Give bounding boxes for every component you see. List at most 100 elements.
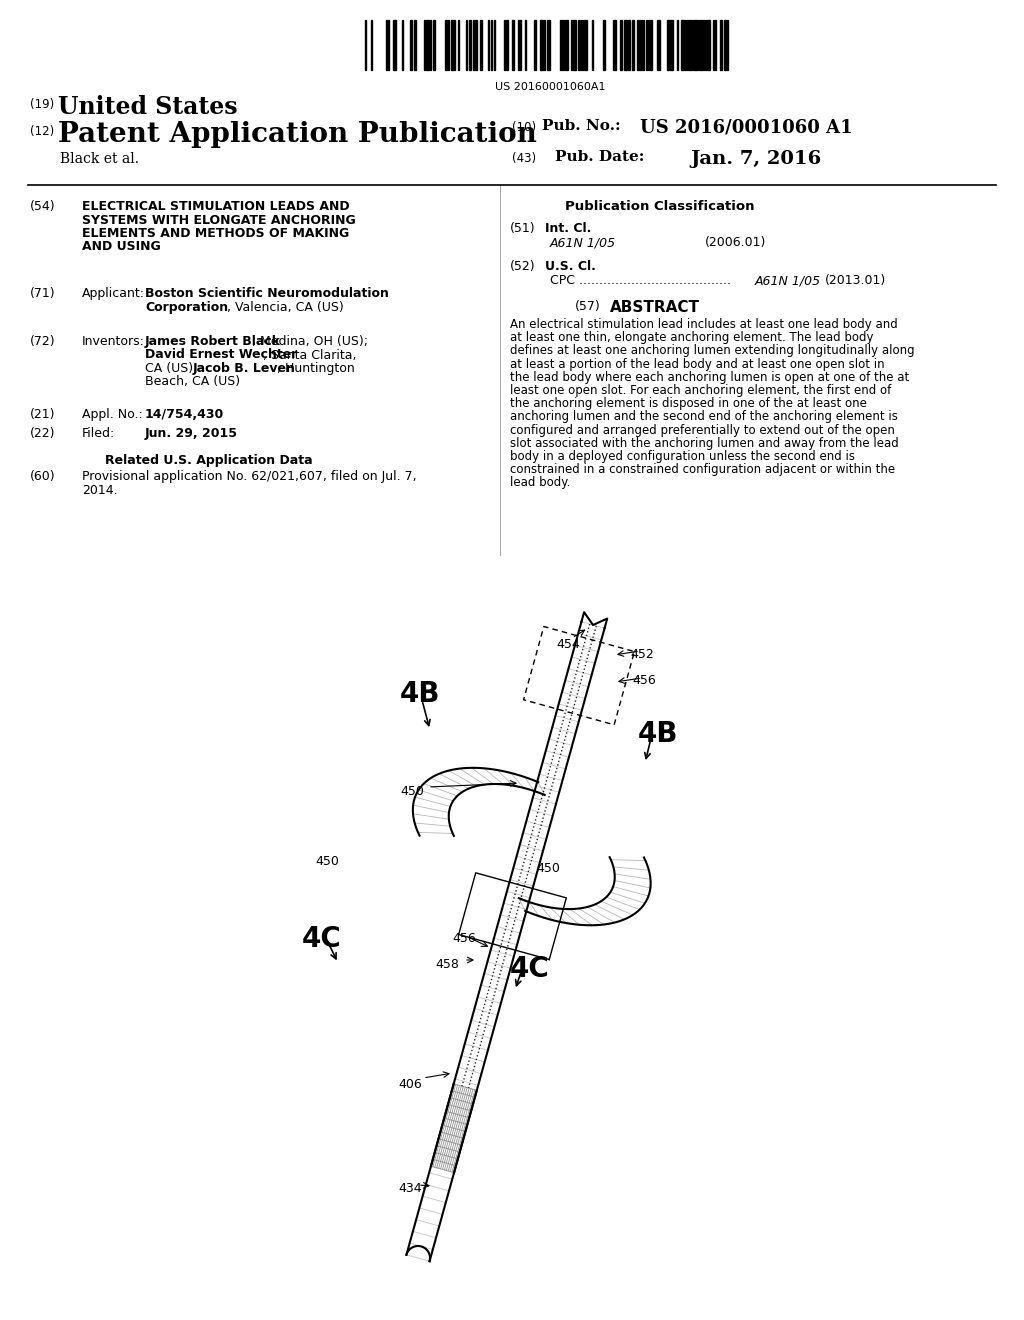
Text: 450: 450 (315, 855, 339, 869)
Text: US 20160001060A1: US 20160001060A1 (495, 82, 605, 92)
Text: Pub. Date:: Pub. Date: (555, 150, 644, 164)
Text: Publication Classification: Publication Classification (565, 201, 755, 213)
Bar (445, 20, 447, 70)
Bar (393, 20, 396, 70)
Text: Inventors:: Inventors: (82, 335, 144, 348)
Text: (52): (52) (510, 260, 536, 273)
Text: 4C: 4C (510, 954, 550, 983)
Bar (506, 20, 508, 70)
Bar (547, 20, 550, 70)
Text: CPC ......................................: CPC ....................................… (550, 275, 731, 286)
Text: (54): (54) (30, 201, 55, 213)
Text: ELEMENTS AND METHODS OF MAKING: ELEMENTS AND METHODS OF MAKING (82, 227, 349, 240)
Text: slot associated with the anchoring lumen and away from the lead: slot associated with the anchoring lumen… (510, 437, 899, 450)
Bar (451, 20, 453, 70)
Text: 406: 406 (398, 1078, 422, 1092)
Text: Related U.S. Application Data: Related U.S. Application Data (105, 454, 312, 467)
Text: Applicant:: Applicant: (82, 286, 145, 300)
Text: (43): (43) (512, 152, 537, 165)
Text: the anchoring element is disposed in one of the at least one: the anchoring element is disposed in one… (510, 397, 867, 411)
Bar (628, 20, 630, 70)
Text: Jun. 29, 2015: Jun. 29, 2015 (145, 426, 238, 440)
Bar (620, 20, 622, 70)
Text: anchoring lumen and the second end of the anchoring element is: anchoring lumen and the second end of th… (510, 411, 898, 424)
Bar (700, 20, 702, 70)
Bar (724, 20, 726, 70)
Text: (51): (51) (510, 222, 536, 235)
Bar (667, 20, 669, 70)
Text: 14/754,430: 14/754,430 (145, 408, 224, 421)
Text: Pub. No.:: Pub. No.: (542, 119, 621, 133)
Text: 4B: 4B (638, 719, 679, 748)
Bar (426, 20, 429, 70)
Text: Int. Cl.: Int. Cl. (545, 222, 592, 235)
Text: Beach, CA (US): Beach, CA (US) (145, 375, 240, 388)
Bar (694, 20, 697, 70)
Text: SYSTEMS WITH ELONGATE ANCHORING: SYSTEMS WITH ELONGATE ANCHORING (82, 214, 355, 227)
Text: (2013.01): (2013.01) (825, 275, 886, 286)
Text: (72): (72) (30, 335, 55, 348)
Bar (540, 20, 543, 70)
Bar (566, 20, 568, 70)
Bar (681, 20, 684, 70)
Bar (720, 20, 722, 70)
Bar (573, 20, 575, 70)
Bar (534, 20, 536, 70)
Text: Patent Application Publication: Patent Application Publication (58, 121, 537, 148)
Text: Black et al.: Black et al. (60, 152, 139, 166)
Text: Provisional application No. 62/021,607, filed on Jul. 7,: Provisional application No. 62/021,607, … (82, 470, 417, 483)
Text: the lead body where each anchoring lumen is open at one of the at: the lead body where each anchoring lumen… (510, 371, 909, 384)
Text: (60): (60) (30, 470, 55, 483)
Bar (603, 20, 605, 70)
Text: 450: 450 (536, 862, 560, 875)
Bar (613, 20, 616, 70)
Bar (689, 20, 691, 70)
Text: at least a portion of the lead body and at least one open slot in: at least a portion of the lead body and … (510, 358, 885, 371)
Bar (707, 20, 710, 70)
Text: body in a deployed configuration unless the second end is: body in a deployed configuration unless … (510, 450, 855, 463)
Text: Filed:: Filed: (82, 426, 116, 440)
Text: US 2016/0001060 A1: US 2016/0001060 A1 (640, 119, 853, 137)
Bar (632, 20, 634, 70)
Text: David Ernest Wechter: David Ernest Wechter (145, 348, 297, 362)
Text: 454: 454 (556, 638, 580, 651)
Text: 456: 456 (632, 675, 655, 686)
Text: least one open slot. For each anchoring element, the first end of: least one open slot. For each anchoring … (510, 384, 891, 397)
Text: (22): (22) (30, 426, 55, 440)
Text: Boston Scientific Neuromodulation: Boston Scientific Neuromodulation (145, 286, 389, 300)
Text: (21): (21) (30, 408, 55, 421)
Bar (624, 20, 627, 70)
Bar (469, 20, 471, 70)
Text: lead body.: lead body. (510, 477, 570, 490)
Text: ELECTRICAL STIMULATION LEADS AND: ELECTRICAL STIMULATION LEADS AND (82, 201, 349, 213)
Text: AND USING: AND USING (82, 240, 161, 253)
Text: CA (US);: CA (US); (145, 362, 202, 375)
Text: , Huntington: , Huntington (278, 362, 354, 375)
Text: 2014.: 2014. (82, 483, 118, 496)
Bar (410, 20, 412, 70)
Text: Corporation: Corporation (145, 301, 228, 314)
Text: 4B: 4B (400, 680, 440, 708)
Text: , Santa Clarita,: , Santa Clarita, (263, 348, 356, 362)
Text: (2006.01): (2006.01) (705, 236, 766, 249)
Bar (584, 20, 587, 70)
Text: 450: 450 (400, 785, 424, 799)
Bar (480, 20, 482, 70)
Text: (12): (12) (30, 125, 54, 139)
Text: (19): (19) (30, 98, 54, 111)
Text: 452: 452 (630, 648, 653, 661)
Text: , Medina, OH (US);: , Medina, OH (US); (252, 335, 368, 348)
Text: An electrical stimulation lead includes at least one lead body and: An electrical stimulation lead includes … (510, 318, 898, 331)
Text: U.S. Cl.: U.S. Cl. (545, 260, 596, 273)
Text: A61N 1/05: A61N 1/05 (550, 236, 616, 249)
Text: at least one thin, elongate anchoring element. The lead body: at least one thin, elongate anchoring el… (510, 331, 873, 345)
Text: Appl. No.:: Appl. No.: (82, 408, 142, 421)
Text: 456: 456 (452, 932, 476, 945)
Text: , Valencia, CA (US): , Valencia, CA (US) (227, 301, 344, 314)
Text: (71): (71) (30, 286, 55, 300)
Text: (57): (57) (575, 300, 601, 313)
Text: 4C: 4C (302, 925, 342, 953)
Bar (475, 20, 477, 70)
Bar (433, 20, 435, 70)
Text: defines at least one anchoring lumen extending longitudinally along: defines at least one anchoring lumen ext… (510, 345, 914, 358)
